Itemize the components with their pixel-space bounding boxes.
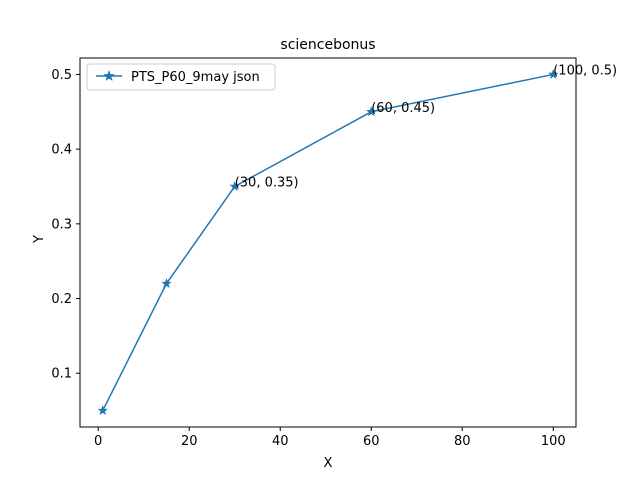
y-tick-label: 0.3: [51, 217, 72, 232]
data-point-marker: [229, 181, 240, 191]
legend-box: [86, 63, 276, 91]
y-axis: 0.1 0.2 0.3 0.4 0.5: [51, 68, 80, 382]
x-tick-label: 60: [363, 434, 380, 449]
y-tick-label: 0.4: [51, 143, 72, 158]
data-point-marker: [97, 405, 108, 415]
data-label: (30, 0.35): [235, 175, 299, 190]
legend: PTS_P60_9may json: [86, 63, 276, 91]
legend-entry-label: PTS_P60_9may json: [131, 70, 260, 85]
legend-marker-star: [103, 69, 115, 81]
chart-title: sciencebonus: [280, 37, 375, 53]
x-tick-label: 40: [272, 434, 289, 449]
x-tick-label: 20: [181, 434, 198, 449]
data-point-marker: [161, 278, 172, 289]
y-tick-label: 0.5: [51, 68, 72, 83]
data-point-marker: [548, 68, 559, 79]
series-line: [102, 73, 554, 411]
x-tick-label: 100: [541, 434, 566, 449]
y-tick-label: 0.2: [51, 292, 72, 307]
data-label: (100, 0.5): [553, 63, 617, 78]
x-tick-label: 0: [94, 434, 102, 449]
data-label: (60, 0.45): [371, 101, 435, 116]
x-axis: 0 20 40 60 80 100: [94, 427, 566, 449]
series-layer: [97, 68, 559, 415]
y-axis-label: Y: [32, 235, 47, 244]
plot-area-frame: [79, 57, 577, 428]
x-tick-label: 80: [454, 434, 471, 449]
x-axis-label: X: [324, 456, 333, 471]
y-tick-label: 0.1: [51, 367, 72, 382]
data-point-marker: [366, 106, 377, 117]
annotation-layer: (30, 0.35) (60, 0.45) (100, 0.5): [235, 63, 617, 190]
